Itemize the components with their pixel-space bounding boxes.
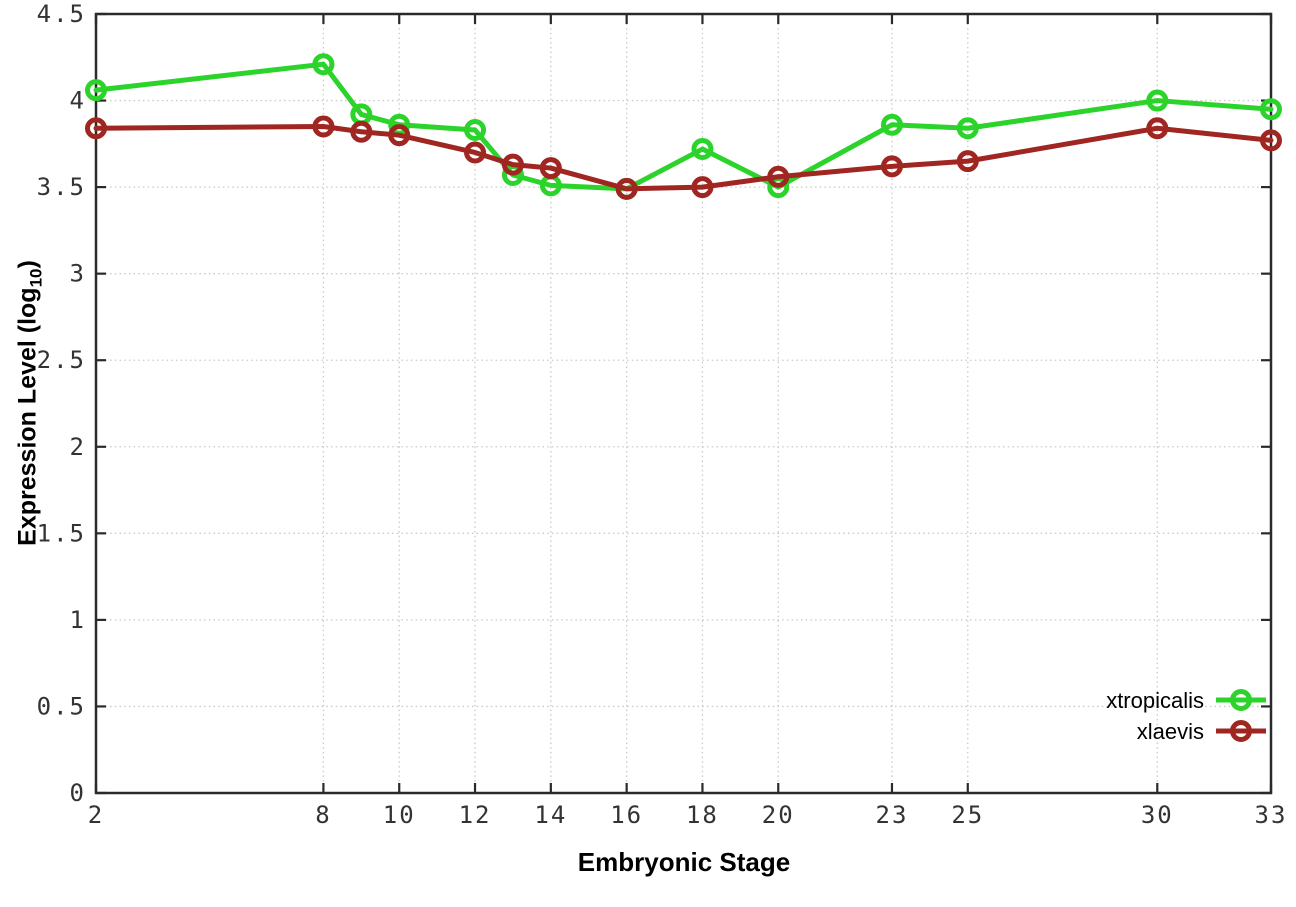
plot-border <box>94 12 1273 795</box>
data-point-xlaevis <box>350 120 373 143</box>
y-tick-label: 4 <box>70 87 86 115</box>
data-point-xlaevis <box>312 115 335 138</box>
x-axis-title: Embryonic Stage <box>577 847 791 877</box>
x-tick-label: 8 <box>315 801 331 829</box>
y-tick-label: 1 <box>70 606 86 634</box>
legend-entry-xtropicalis: xtropicalis <box>1106 688 1266 713</box>
data-point-xtropicalis <box>691 138 714 161</box>
x-tick-label: 33 <box>1255 801 1288 829</box>
data-point-xtropicalis <box>1146 89 1169 112</box>
data-point-xlaevis <box>464 141 487 164</box>
x-tick-label: 20 <box>762 801 795 829</box>
data-point-xlaevis <box>388 124 411 147</box>
gridlines <box>96 14 1271 793</box>
legend-entry-xlaevis: xlaevis <box>1137 719 1266 744</box>
x-tick-label: 16 <box>610 801 643 829</box>
x-tick-label: 10 <box>383 801 416 829</box>
legend-label-xlaevis: xlaevis <box>1137 719 1204 744</box>
x-tick-label: 18 <box>686 801 719 829</box>
y-tick-label: 2.5 <box>37 346 86 374</box>
data-point-xtropicalis <box>312 53 335 76</box>
y-tick-label: 3 <box>70 260 86 288</box>
x-tick-label: 25 <box>951 801 984 829</box>
y-tick-label: 4.5 <box>37 0 86 28</box>
data-point-xlaevis <box>501 153 524 176</box>
data-point-xtropicalis <box>85 79 107 102</box>
y-tick-labels: 0 0.5 1 1.5 2 2.5 3 3.5 4 4.5 <box>37 0 86 807</box>
x-tick-label: 12 <box>459 801 492 829</box>
data-point-xtropicalis <box>1260 98 1282 121</box>
y-tick-label: 0.5 <box>37 692 86 720</box>
data-point-xlaevis <box>1146 117 1169 140</box>
legend-label-xtropicalis: xtropicalis <box>1106 688 1204 713</box>
x-tick-label: 30 <box>1141 801 1174 829</box>
data-point-xtropicalis <box>880 113 903 136</box>
data-point-xtropicalis <box>956 117 979 140</box>
data-point-xlaevis <box>956 150 979 173</box>
data-point-xlaevis <box>880 155 903 178</box>
data-point-xlaevis <box>539 157 562 180</box>
legend: xtropicalis xlaevis <box>1106 688 1266 744</box>
y-tick-label: 1.5 <box>37 519 86 547</box>
y-axis-title-text: Expression Level (log10) <box>13 260 46 546</box>
x-tick-label: 2 <box>88 801 104 829</box>
x-tick-label: 14 <box>534 801 567 829</box>
data-point-xlaevis <box>1260 129 1282 152</box>
tick-marks <box>94 12 1273 795</box>
y-tick-label: 0 <box>70 779 86 807</box>
data-point-xlaevis <box>767 165 790 188</box>
data-point-xlaevis <box>615 177 638 200</box>
legend-marker-xtropicalis <box>1230 689 1252 711</box>
x-tick-labels: 2 8 10 12 14 16 18 20 23 25 30 33 <box>88 801 1288 829</box>
legend-marker-xlaevis <box>1230 720 1252 742</box>
series-xlaevis <box>85 115 1282 200</box>
y-tick-label: 2 <box>70 433 86 461</box>
data-point-xtropicalis <box>464 118 487 141</box>
data-point-xlaevis <box>691 176 714 199</box>
data-point-xlaevis <box>85 117 107 140</box>
y-tick-label: 3.5 <box>37 173 86 201</box>
x-tick-label: 23 <box>876 801 909 829</box>
